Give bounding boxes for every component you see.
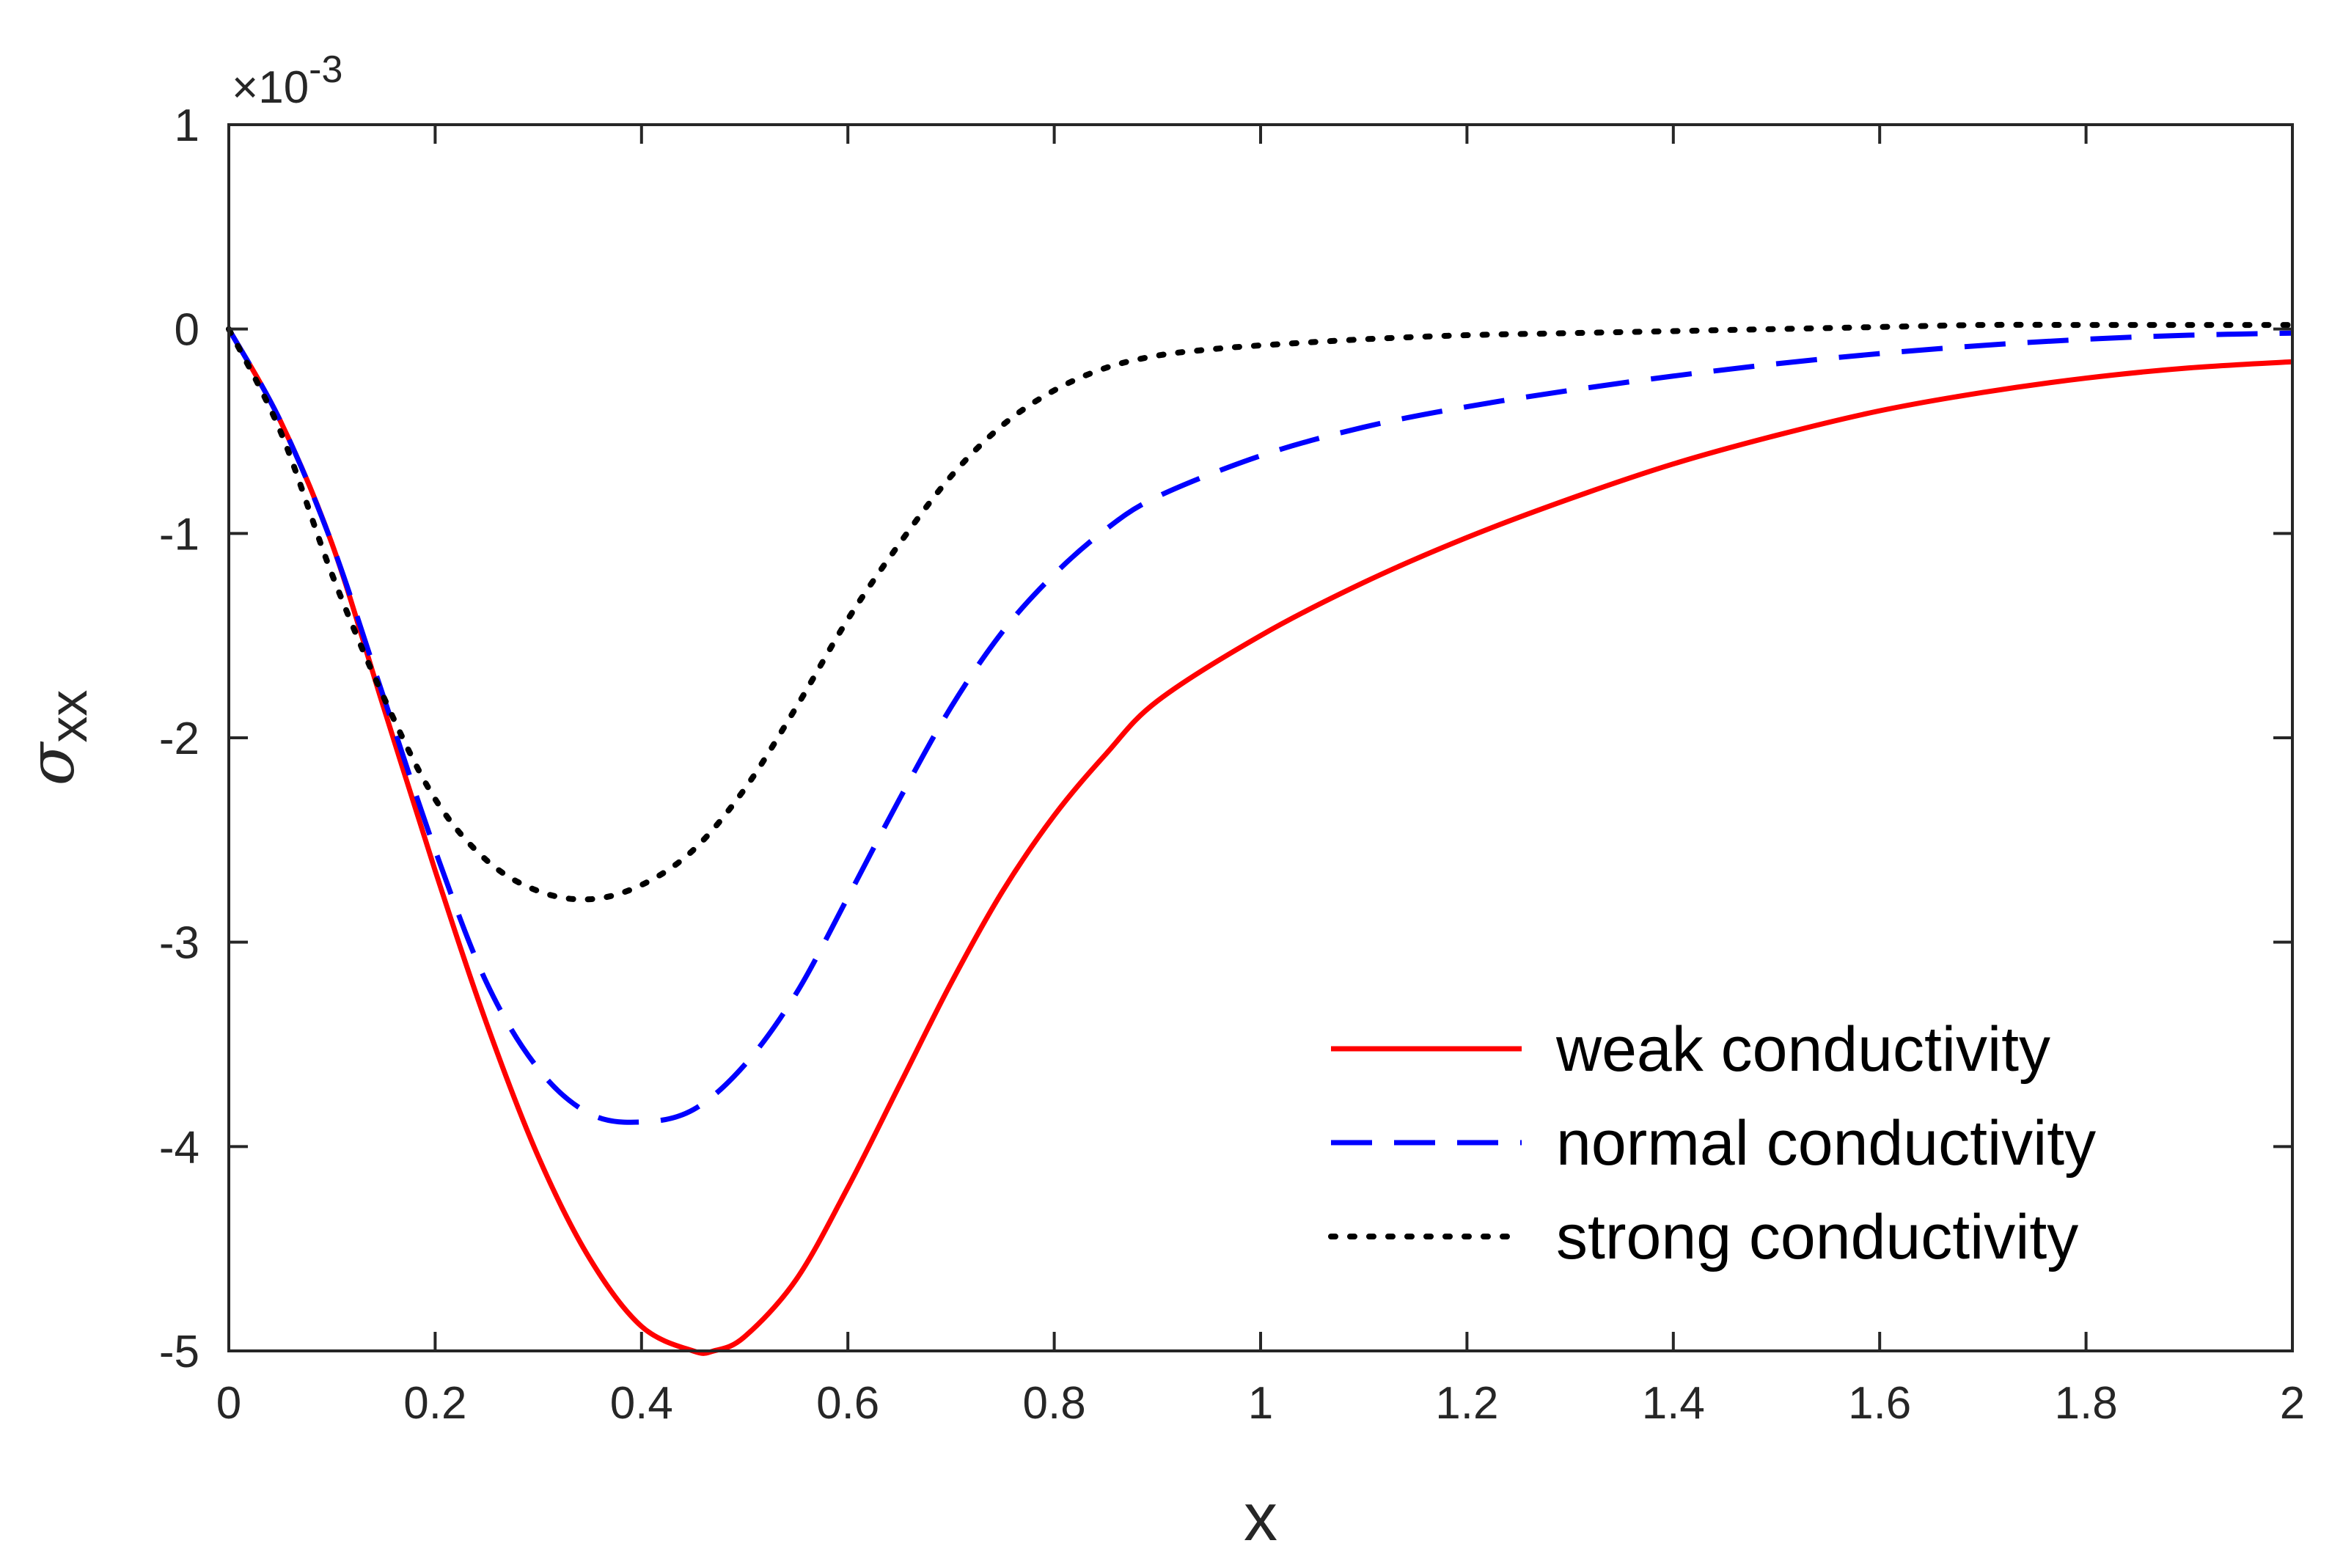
x-tick-label: 1.6 <box>1848 1378 1911 1429</box>
legend-label-strong-conductivity: strong conductivity <box>1556 1202 2078 1272</box>
y-axis-label: σxx <box>15 690 98 786</box>
series-line-weak-conductivity <box>226 327 2293 1356</box>
x-tick-label: 1.8 <box>2054 1378 2117 1429</box>
x-tick-label: 1.2 <box>1435 1378 1498 1429</box>
y-tick-label: 1 <box>175 100 199 151</box>
legend-label-weak-conductivity: weak conductivity <box>1555 1014 2050 1085</box>
y-exponent-label: ×10-3 <box>232 48 342 113</box>
x-tick-label: 0.8 <box>1022 1378 1085 1429</box>
y-tick-label: 0 <box>175 305 199 356</box>
series-line-strong-conductivity <box>226 321 2295 903</box>
x-axis-label: x <box>1244 1480 1277 1555</box>
legend: weak conductivity normal conductivity stro… <box>1328 1014 2096 1272</box>
x-tick-label: 1.4 <box>1642 1378 1705 1429</box>
x-tick-label: 2 <box>2280 1378 2305 1429</box>
y-tick-label: -1 <box>159 509 199 560</box>
series-layer <box>226 321 2295 1356</box>
x-tick-label: 0 <box>216 1378 241 1429</box>
y-tick-label: -3 <box>159 918 199 969</box>
x-tick-label: 0.6 <box>816 1378 879 1429</box>
x-tick-label: 1 <box>1248 1378 1273 1429</box>
ticks-layer: 0 0.2 0.4 0.6 0.8 1 1.2 1.4 1.6 1.8 2 -5 -4 -3 -2 -1 0 1 <box>159 100 2305 1429</box>
series-line-normal-conductivity <box>226 327 2293 1125</box>
y-tick-label: -4 <box>159 1122 199 1173</box>
x-tick-label: 0.4 <box>610 1378 673 1429</box>
legend-label-normal-conductivity: normal conductivity <box>1556 1108 2096 1179</box>
y-tick-label: -2 <box>159 714 199 764</box>
labels-layer: ×10-3 x σxx <box>15 48 1277 1555</box>
x-tick-label: 0.2 <box>403 1378 466 1429</box>
y-tick-label: -5 <box>159 1327 199 1377</box>
